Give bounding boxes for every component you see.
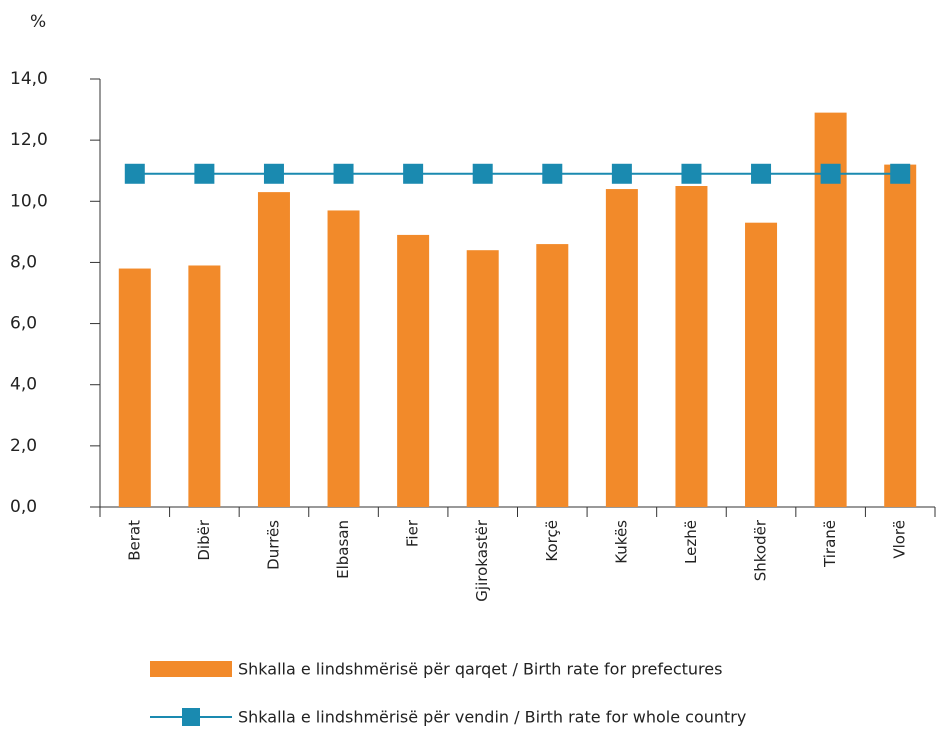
x-tick-label: Shkodër — [752, 519, 770, 581]
y-tick-label: 10,0 — [10, 191, 48, 211]
line-marker — [820, 163, 841, 184]
line-marker — [751, 163, 772, 184]
x-tick-label: Vlorë — [891, 520, 909, 559]
y-tick-label: 0,0 — [10, 497, 37, 517]
x-tick-label: Elbasan — [334, 520, 352, 579]
bar — [745, 222, 778, 507]
line-marker — [890, 163, 911, 184]
y-tick-label: 2,0 — [10, 436, 37, 456]
line-marker — [403, 163, 424, 184]
bar — [327, 210, 360, 507]
line-marker — [611, 163, 632, 184]
line-marker — [472, 163, 493, 184]
x-tick-label: Tiranë — [821, 520, 839, 568]
y-tick-label: 8,0 — [10, 252, 37, 272]
legend-swatch-bar — [150, 661, 232, 677]
line-marker — [333, 163, 354, 184]
bar — [605, 189, 638, 508]
line-marker — [542, 163, 563, 184]
y-tick-label: 14,0 — [10, 69, 48, 89]
legend-label: Shkalla e lindshmërisë për vendin / Birt… — [238, 708, 746, 727]
legend-swatch-marker — [182, 708, 200, 726]
x-tick-label: Durrës — [264, 520, 282, 570]
bar — [884, 164, 917, 507]
bar — [257, 192, 290, 507]
x-tick-label: Korçë — [543, 520, 561, 562]
x-tick-label: Kukës — [612, 520, 630, 564]
bar — [397, 234, 430, 507]
x-tick-label: Gjirokastër — [473, 519, 491, 602]
y-axis-label: % — [30, 12, 46, 32]
line-marker — [124, 163, 145, 184]
x-tick-label: Lezhë — [682, 520, 700, 564]
line-marker — [194, 163, 215, 184]
line-marker — [681, 163, 702, 184]
y-tick-label: 12,0 — [10, 130, 48, 150]
x-tick-label: Fier — [404, 519, 422, 547]
bar — [675, 186, 708, 507]
x-tick-label: Dibër — [195, 519, 213, 560]
legend-label: Shkalla e lindshmërisë për qarqet / Birt… — [238, 660, 722, 679]
y-tick-label: 4,0 — [10, 375, 37, 395]
bar — [118, 268, 151, 507]
bar — [536, 244, 569, 508]
line-marker — [263, 163, 284, 184]
bar — [466, 250, 499, 507]
y-tick-label: 6,0 — [10, 314, 37, 334]
bar — [188, 265, 221, 507]
x-tick-label: Berat — [125, 520, 143, 561]
